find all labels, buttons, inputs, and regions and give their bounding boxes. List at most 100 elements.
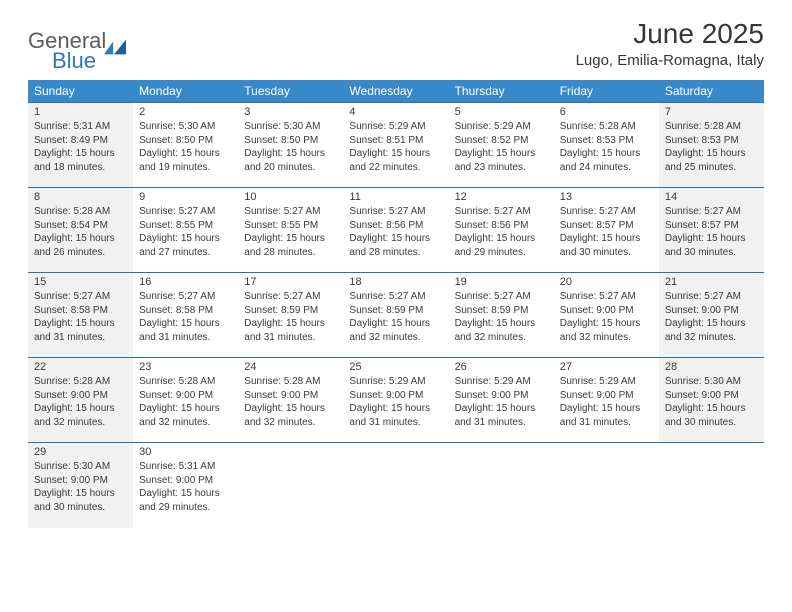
day-number: 20 — [560, 276, 653, 288]
weekday-header: Monday — [133, 80, 238, 103]
logo: GeneralBlue — [28, 18, 126, 74]
day-detail: Sunrise: 5:27 AMSunset: 8:59 PMDaylight:… — [244, 290, 337, 344]
day-cell: 16Sunrise: 5:27 AMSunset: 8:58 PMDayligh… — [133, 273, 238, 358]
day-detail: Sunrise: 5:27 AMSunset: 8:57 PMDaylight:… — [665, 205, 758, 259]
day-cell: 12 Sunrise: 5:27 AMSunset: 8:56 PMDayligh… — [449, 188, 554, 273]
day-detail: Sunrise: 5:28 AMSunset: 9:00 PMDaylight:… — [139, 375, 232, 429]
day-cell: 13 Sunrise: 5:27 AMSunset: 8:57 PMDayligh… — [554, 188, 659, 273]
day-number: 8 — [34, 191, 127, 203]
day-number: 29 — [34, 446, 127, 458]
day-cell — [343, 443, 448, 528]
day-cell: 11 Sunrise: 5:27 AMSunset: 8:56 PMDayligh… — [343, 188, 448, 273]
weekday-header: Wednesday — [343, 80, 448, 103]
day-cell: 17 Sunrise: 5:27 AMSunset: 8:59 PMDayligh… — [238, 273, 343, 358]
day-number: 2 — [139, 106, 232, 118]
day-detail: Sunrise: 5:27 AMSunset: 8:55 PMDaylight:… — [244, 205, 337, 259]
day-detail: Sunrise: 5:29 AMSunset: 8:51 PMDaylight:… — [349, 120, 442, 174]
day-cell: 19 Sunrise: 5:27 AMSunset: 8:59 PMDayligh… — [449, 273, 554, 358]
day-cell: 8 Sunrise: 5:28 AMSunset: 8:54 PMDaylight… — [28, 188, 133, 273]
day-cell: 30 Sunrise: 5:31 AMSunset: 9:00 PMDayligh… — [133, 443, 238, 528]
day-detail: Sunrise: 5:29 AMSunset: 9:00 PMDaylight:… — [455, 375, 548, 429]
day-cell: 28 Sunrise: 5:30 AMSunset: 9:00 PMDayligh… — [659, 358, 764, 443]
day-detail: Sunrise: 5:27 AMSunset: 8:58 PMDaylight:… — [139, 290, 232, 344]
day-cell: 7 Sunrise: 5:28 AMSunset: 8:53 PMDaylight… — [659, 103, 764, 188]
weekday-header: Saturday — [659, 80, 764, 103]
day-cell — [449, 443, 554, 528]
day-detail: Sunrise: 5:30 AMSunset: 8:50 PMDaylight:… — [244, 120, 337, 174]
day-detail: Sunrise: 5:31 AMSunset: 8:49 PMDaylight:… — [34, 120, 127, 174]
day-number: 25 — [349, 361, 442, 373]
day-detail: Sunrise: 5:30 AMSunset: 8:50 PMDaylight:… — [139, 120, 232, 174]
month-title: June 2025 — [576, 18, 764, 50]
day-cell: 29 Sunrise: 5:30 AMSunset: 9:00 PMDayligh… — [28, 443, 133, 528]
day-cell: 25 Sunrise: 5:29 AMSunset: 9:00 PMDayligh… — [343, 358, 448, 443]
day-number: 3 — [244, 106, 337, 118]
day-detail: Sunrise: 5:28 AMSunset: 9:00 PMDaylight:… — [34, 375, 127, 429]
day-cell: 3 Sunrise: 5:30 AMSunset: 8:50 PMDaylight… — [238, 103, 343, 188]
day-number: 4 — [349, 106, 442, 118]
day-cell: 18 Sunrise: 5:27 AMSunset: 8:59 PMDayligh… — [343, 273, 448, 358]
week-row: 15 Sunrise: 5:27 AMSunset: 8:58 PMDayligh… — [28, 273, 764, 358]
day-cell — [554, 443, 659, 528]
week-row: 29 Sunrise: 5:30 AMSunset: 9:00 PMDayligh… — [28, 443, 764, 528]
day-number: 23 — [139, 361, 232, 373]
day-number: 24 — [244, 361, 337, 373]
day-number: 21 — [665, 276, 758, 288]
day-detail: Sunrise: 5:27 AMSunset: 8:58 PMDaylight:… — [34, 290, 127, 344]
day-detail: Sunrise: 5:28 AMSunset: 9:00 PMDaylight:… — [244, 375, 337, 429]
logo-text-blue: Blue — [52, 48, 96, 74]
day-detail: Sunrise: 5:31 AMSunset: 9:00 PMDaylight:… — [139, 460, 232, 514]
day-detail: Sunrise: 5:27 AMSunset: 9:00 PMDaylight:… — [665, 290, 758, 344]
day-detail: Sunrise: 5:27 AMSunset: 8:59 PMDaylight:… — [455, 290, 548, 344]
weekday-header: Tuesday — [238, 80, 343, 103]
week-row: 8 Sunrise: 5:28 AMSunset: 8:54 PMDaylight… — [28, 188, 764, 273]
day-number: 7 — [665, 106, 758, 118]
day-number: 15 — [34, 276, 127, 288]
day-number: 6 — [560, 106, 653, 118]
day-detail: Sunrise: 5:27 AMSunset: 8:56 PMDaylight:… — [349, 205, 442, 259]
day-number: 17 — [244, 276, 337, 288]
day-number: 1 — [34, 106, 127, 118]
weekday-header: Thursday — [449, 80, 554, 103]
day-cell — [238, 443, 343, 528]
day-cell: 1 Sunrise: 5:31 AMSunset: 8:49 PMDaylight… — [28, 103, 133, 188]
day-detail: Sunrise: 5:30 AMSunset: 9:00 PMDaylight:… — [665, 375, 758, 429]
day-detail: Sunrise: 5:27 AMSunset: 9:00 PMDaylight:… — [560, 290, 653, 344]
weekday-header: Friday — [554, 80, 659, 103]
day-detail: Sunrise: 5:29 AMSunset: 9:00 PMDaylight:… — [349, 375, 442, 429]
day-number: 11 — [349, 191, 442, 203]
day-cell: 15 Sunrise: 5:27 AMSunset: 8:58 PMDayligh… — [28, 273, 133, 358]
day-detail: Sunrise: 5:28 AMSunset: 8:53 PMDaylight:… — [665, 120, 758, 174]
day-number: 18 — [349, 276, 442, 288]
weekday-header-row: Sunday Monday Tuesday Wednesday Thursday… — [28, 80, 764, 103]
day-cell: 24 Sunrise: 5:28 AMSunset: 9:00 PMDayligh… — [238, 358, 343, 443]
day-number: 12 — [455, 191, 548, 203]
header: GeneralBlue June 2025 Lugo, Emilia-Romag… — [28, 18, 764, 74]
day-number: 22 — [34, 361, 127, 373]
day-detail: Sunrise: 5:27 AMSunset: 8:56 PMDaylight:… — [455, 205, 548, 259]
flag-icon — [104, 39, 126, 55]
week-row: 1 Sunrise: 5:31 AMSunset: 8:49 PMDaylight… — [28, 103, 764, 188]
day-number: 9 — [139, 191, 232, 203]
day-number: 13 — [560, 191, 653, 203]
day-number: 30 — [139, 446, 232, 458]
day-detail: Sunrise: 5:30 AMSunset: 9:00 PMDaylight:… — [34, 460, 127, 514]
day-number: 19 — [455, 276, 548, 288]
day-detail: Sunrise: 5:27 AMSunset: 8:59 PMDaylight:… — [349, 290, 442, 344]
day-number: 28 — [665, 361, 758, 373]
day-detail: Sunrise: 5:29 AMSunset: 8:52 PMDaylight:… — [455, 120, 548, 174]
day-cell: 26Sunrise: 5:29 AMSunset: 9:00 PMDayligh… — [449, 358, 554, 443]
location-text: Lugo, Emilia-Romagna, Italy — [576, 52, 764, 69]
day-number: 14 — [665, 191, 758, 203]
day-cell: 4 Sunrise: 5:29 AMSunset: 8:51 PMDaylight… — [343, 103, 448, 188]
weekday-header: Sunday — [28, 80, 133, 103]
day-detail: Sunrise: 5:28 AMSunset: 8:54 PMDaylight:… — [34, 205, 127, 259]
day-number: 5 — [455, 106, 548, 118]
calendar-table: Sunday Monday Tuesday Wednesday Thursday… — [28, 80, 764, 528]
day-cell: 10Sunrise: 5:27 AMSunset: 8:55 PMDayligh… — [238, 188, 343, 273]
day-cell: 9Sunrise: 5:27 AMSunset: 8:55 PMDaylight… — [133, 188, 238, 273]
day-detail: Sunrise: 5:27 AMSunset: 8:57 PMDaylight:… — [560, 205, 653, 259]
day-cell: 23 Sunrise: 5:28 AMSunset: 9:00 PMDayligh… — [133, 358, 238, 443]
title-block: June 2025 Lugo, Emilia-Romagna, Italy — [576, 18, 764, 69]
day-cell: 21 Sunrise: 5:27 AMSunset: 9:00 PMDayligh… — [659, 273, 764, 358]
